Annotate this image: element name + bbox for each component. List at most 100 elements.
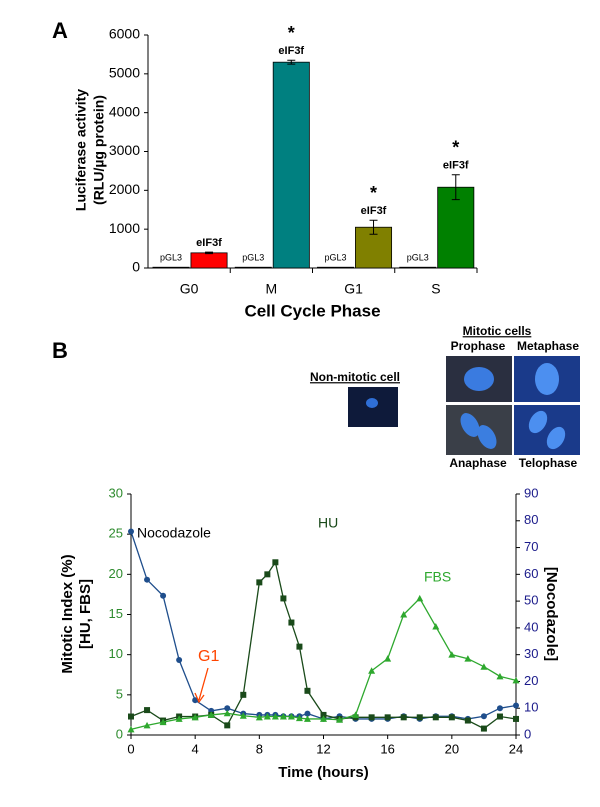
micrographs: Mitotic cells Non-mitotic cell Prophase … xyxy=(310,324,580,470)
marker xyxy=(304,687,311,694)
error-bar xyxy=(369,219,378,235)
marker xyxy=(368,714,375,721)
y-tick-label: 6000 xyxy=(109,26,140,42)
phase-label: Anaphase xyxy=(449,456,507,470)
marker xyxy=(272,559,279,566)
marker xyxy=(496,713,503,720)
image xyxy=(514,405,580,455)
y2-tick-label: 90 xyxy=(524,485,538,500)
annotation-arrow xyxy=(194,667,209,704)
bar xyxy=(317,266,355,269)
x-tick-label: 12 xyxy=(316,741,330,756)
bar xyxy=(399,266,437,269)
marker xyxy=(127,725,135,733)
x-tick-label: 24 xyxy=(509,741,523,756)
annotation: G1 xyxy=(198,648,219,665)
series-label: Nocodazole xyxy=(137,525,211,541)
marker xyxy=(303,715,311,722)
bar xyxy=(190,252,228,269)
x-tick-label: 8 xyxy=(256,741,263,756)
y-axis-label: Mitotic Index (%) xyxy=(59,554,76,673)
marker xyxy=(207,711,215,718)
y-axis-label: (RLU/µg protein) xyxy=(91,95,107,205)
marker xyxy=(128,713,134,720)
bar-label: eIF3f xyxy=(443,160,469,172)
marker xyxy=(480,663,488,670)
marker xyxy=(223,709,231,717)
error-bar xyxy=(205,251,214,255)
marker xyxy=(271,713,279,720)
phase-label: Telophase xyxy=(519,456,578,470)
series-line xyxy=(130,531,517,720)
marker xyxy=(128,528,134,535)
marker xyxy=(352,711,360,718)
marker xyxy=(287,713,295,720)
significance: * xyxy=(288,23,295,43)
y-tick-label: 30 xyxy=(109,485,123,500)
x-tick-label: 0 xyxy=(127,741,134,756)
y2-tick-label: 0 xyxy=(524,726,531,741)
x-axis-label: Cell Cycle Phase xyxy=(244,301,380,320)
y-axis-label: Luciferase activity xyxy=(73,89,89,211)
marker xyxy=(432,623,440,630)
marker xyxy=(256,579,263,586)
y-axis-label: [HU, FBS] xyxy=(77,579,94,649)
y-tick-label: 2000 xyxy=(109,181,140,197)
single-title: Non-mitotic cell xyxy=(310,370,400,384)
bar-label: eIF3f xyxy=(361,205,387,217)
marker xyxy=(464,655,472,662)
marker xyxy=(175,715,183,722)
panel-letter: B xyxy=(52,338,68,363)
y-tick-label: 20 xyxy=(109,566,123,581)
y2-tick-label: 30 xyxy=(524,646,538,661)
marker xyxy=(263,713,271,720)
x-tick-label: M xyxy=(266,281,278,297)
marker xyxy=(264,571,271,578)
cell xyxy=(477,425,497,449)
marker xyxy=(416,594,424,602)
cell xyxy=(366,398,378,408)
marker xyxy=(464,717,471,724)
bar-label: pGL3 xyxy=(407,253,429,263)
phase-label: Metaphase xyxy=(517,339,579,353)
bar-label: eIF3f xyxy=(196,237,222,249)
y-tick-label: 25 xyxy=(109,526,123,541)
y2-tick-label: 60 xyxy=(524,566,538,581)
marker xyxy=(320,711,327,718)
y-tick-label: 5000 xyxy=(109,65,140,81)
marker xyxy=(143,721,151,729)
y2-tick-label: 20 xyxy=(524,673,538,688)
marker xyxy=(192,697,199,704)
marker xyxy=(296,643,303,650)
y-tick-label: 3000 xyxy=(109,142,140,158)
bar-label: pGL3 xyxy=(242,253,264,263)
marker xyxy=(144,707,151,714)
series-line xyxy=(130,597,517,731)
marker xyxy=(279,713,287,720)
y2-tick-label: 50 xyxy=(524,593,538,608)
marker xyxy=(432,714,439,721)
marker xyxy=(240,691,247,698)
x-axis-label: Time (hours) xyxy=(278,764,369,781)
x-tick-label: 16 xyxy=(380,741,394,756)
bar xyxy=(272,61,310,269)
marker xyxy=(144,576,151,583)
marker xyxy=(480,725,487,732)
y2-tick-label: 10 xyxy=(524,700,538,715)
x-tick-label: 4 xyxy=(192,741,199,756)
marker xyxy=(176,657,183,664)
bar xyxy=(437,186,475,269)
marker xyxy=(239,712,247,719)
marker xyxy=(288,619,295,626)
marker xyxy=(496,672,504,680)
cell xyxy=(546,426,566,450)
marker xyxy=(384,714,391,721)
significance: * xyxy=(452,138,459,158)
marker xyxy=(224,705,231,712)
marker xyxy=(191,713,199,721)
x-tick-label: S xyxy=(431,281,440,297)
series-line xyxy=(130,560,517,730)
y-tick-label: 15 xyxy=(109,606,123,621)
marker xyxy=(416,714,423,721)
